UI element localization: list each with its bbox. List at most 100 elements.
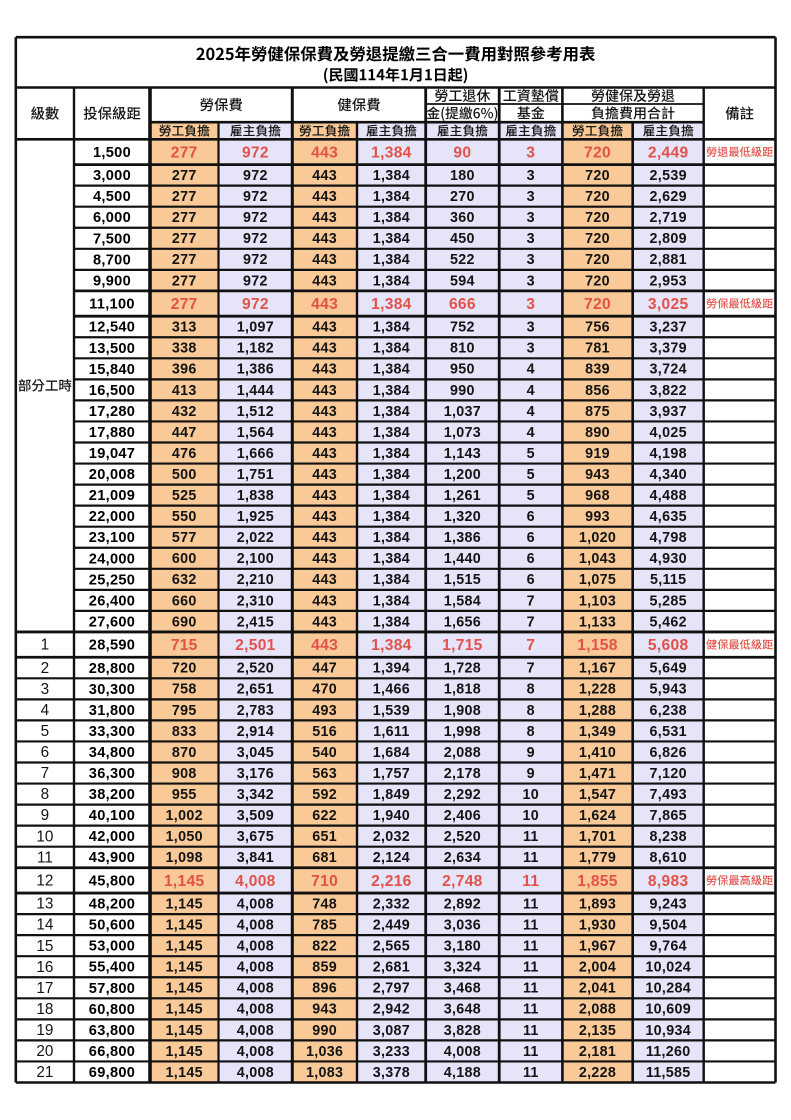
svg-text:2,406: 2,406 [444, 808, 481, 824]
svg-text:720: 720 [585, 252, 610, 268]
svg-text:447: 447 [312, 661, 337, 677]
svg-text:11: 11 [523, 939, 539, 955]
svg-text:972: 972 [243, 252, 268, 268]
svg-text:4,008: 4,008 [237, 981, 274, 997]
svg-text:1,145: 1,145 [166, 939, 203, 955]
svg-text:69,800: 69,800 [89, 1065, 135, 1081]
svg-text:1,384: 1,384 [373, 168, 410, 184]
svg-text:12,540: 12,540 [89, 320, 135, 336]
svg-text:748: 748 [312, 897, 337, 913]
svg-text:1,656: 1,656 [444, 614, 481, 630]
svg-text:3: 3 [527, 189, 535, 205]
svg-text:1,386: 1,386 [237, 362, 274, 378]
svg-text:1,384: 1,384 [373, 341, 410, 357]
svg-text:4,008: 4,008 [237, 918, 274, 934]
svg-text:443: 443 [312, 341, 337, 357]
svg-text:1,547: 1,547 [579, 787, 616, 803]
svg-text:1,757: 1,757 [373, 766, 410, 782]
svg-text:972: 972 [243, 210, 268, 226]
svg-text:4: 4 [527, 362, 535, 378]
svg-text:2,032: 2,032 [373, 829, 410, 845]
svg-text:443: 443 [312, 509, 337, 525]
svg-text:19: 19 [36, 1022, 53, 1039]
svg-text:12: 12 [36, 873, 53, 890]
svg-text:1,779: 1,779 [579, 850, 616, 866]
svg-text:720: 720 [585, 168, 610, 184]
svg-text:622: 622 [312, 808, 337, 824]
svg-text:1,261: 1,261 [444, 488, 481, 504]
svg-text:2,088: 2,088 [444, 745, 481, 761]
svg-text:443: 443 [312, 320, 337, 336]
svg-text:2,310: 2,310 [237, 593, 274, 609]
svg-text:3: 3 [527, 341, 535, 357]
svg-text:360: 360 [450, 210, 475, 226]
svg-text:1,384: 1,384 [373, 189, 410, 205]
svg-text:4,198: 4,198 [650, 446, 687, 462]
svg-text:1,500: 1,500 [93, 145, 131, 161]
svg-text:919: 919 [585, 446, 610, 462]
svg-text:1,050: 1,050 [166, 829, 203, 845]
svg-text:11: 11 [522, 873, 539, 890]
svg-text:1,849: 1,849 [373, 787, 410, 803]
svg-text:1,611: 1,611 [373, 724, 410, 740]
svg-text:277: 277 [172, 210, 197, 226]
svg-text:8: 8 [41, 786, 50, 803]
svg-text:50,600: 50,600 [89, 918, 135, 934]
svg-text:1,384: 1,384 [373, 425, 410, 441]
svg-text:2,942: 2,942 [373, 1002, 410, 1018]
svg-text:22,000: 22,000 [89, 509, 135, 525]
svg-text:9,900: 9,900 [93, 273, 131, 289]
svg-text:908: 908 [172, 766, 197, 782]
svg-text:1,466: 1,466 [373, 682, 410, 698]
svg-text:1,145: 1,145 [164, 873, 205, 890]
svg-text:651: 651 [312, 829, 337, 845]
svg-text:3,828: 3,828 [444, 1023, 481, 1039]
svg-text:1,384: 1,384 [373, 509, 410, 525]
svg-text:3: 3 [527, 320, 535, 336]
svg-text:4,008: 4,008 [237, 960, 274, 976]
svg-text:3,176: 3,176 [237, 766, 274, 782]
svg-text:1,020: 1,020 [579, 530, 616, 546]
svg-text:443: 443 [312, 488, 337, 504]
svg-text:2,565: 2,565 [373, 939, 410, 955]
svg-text:950: 950 [450, 362, 475, 378]
svg-text:3,378: 3,378 [373, 1065, 410, 1081]
svg-text:17,280: 17,280 [89, 404, 135, 420]
svg-text:720: 720 [585, 189, 610, 205]
svg-text:443: 443 [312, 189, 337, 205]
svg-text:1,384: 1,384 [371, 145, 412, 162]
svg-text:1,145: 1,145 [166, 1023, 203, 1039]
svg-text:4,008: 4,008 [237, 1002, 274, 1018]
svg-text:443: 443 [312, 593, 337, 609]
svg-text:5,462: 5,462 [650, 614, 687, 630]
svg-text:875: 875 [585, 404, 610, 420]
svg-text:1,471: 1,471 [579, 766, 616, 782]
svg-text:33,300: 33,300 [89, 724, 135, 740]
svg-text:1,515: 1,515 [444, 572, 481, 588]
svg-text:277: 277 [171, 145, 198, 162]
svg-text:6: 6 [527, 551, 535, 567]
svg-text:2,135: 2,135 [579, 1023, 616, 1039]
svg-text:27,600: 27,600 [89, 614, 135, 630]
svg-text:1,349: 1,349 [579, 724, 616, 740]
svg-text:2,124: 2,124 [373, 850, 410, 866]
svg-text:8: 8 [527, 724, 535, 740]
svg-text:443: 443 [311, 145, 338, 162]
svg-text:2,041: 2,041 [579, 981, 616, 997]
svg-text:6,531: 6,531 [650, 724, 687, 740]
svg-text:1,410: 1,410 [579, 745, 616, 761]
svg-text:1,855: 1,855 [577, 873, 618, 890]
svg-text:1,145: 1,145 [166, 960, 203, 976]
svg-text:277: 277 [172, 168, 197, 184]
svg-text:10: 10 [523, 787, 540, 803]
svg-text:1,751: 1,751 [237, 467, 274, 483]
svg-text:43,900: 43,900 [89, 850, 135, 866]
svg-text:1,386: 1,386 [444, 530, 481, 546]
svg-text:4,798: 4,798 [650, 530, 687, 546]
svg-text:681: 681 [312, 850, 337, 866]
svg-text:2,216: 2,216 [371, 873, 412, 890]
svg-text:756: 756 [585, 320, 610, 336]
svg-text:3,342: 3,342 [237, 787, 274, 803]
svg-text:8,238: 8,238 [650, 829, 687, 845]
svg-text:57,800: 57,800 [89, 981, 135, 997]
